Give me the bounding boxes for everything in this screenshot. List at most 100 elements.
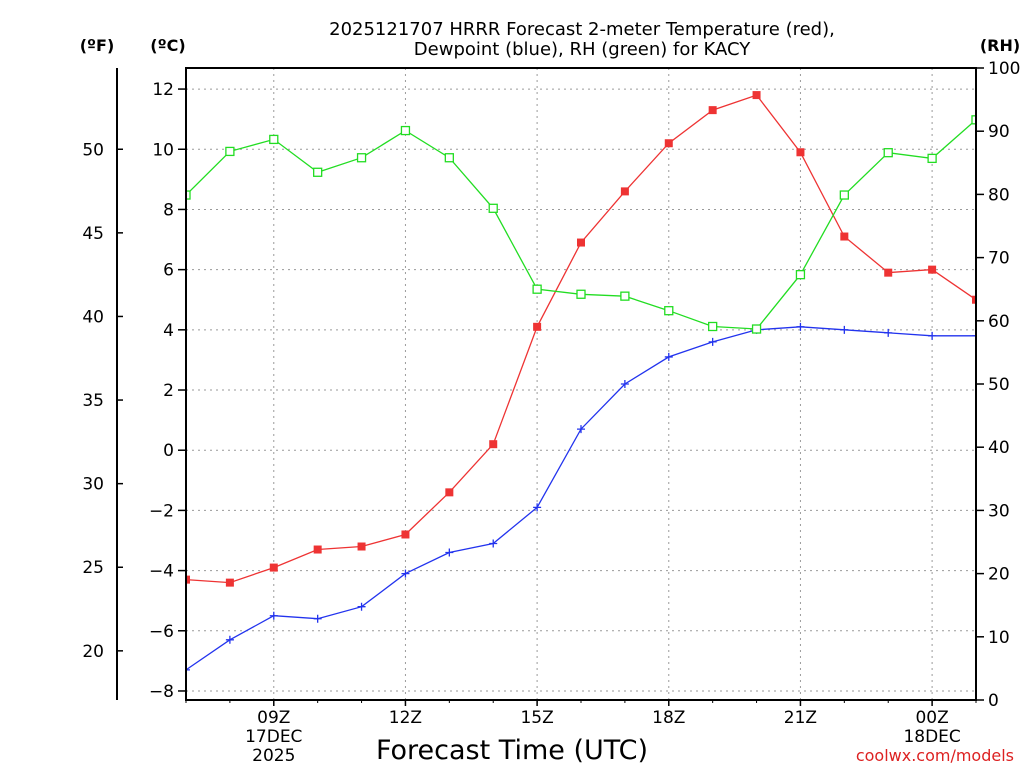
rh-point: [225, 146, 235, 157]
dewpoint-point: [445, 548, 454, 557]
rh-point: [444, 153, 454, 163]
dewpoint-point: [664, 352, 673, 361]
temperature-point: [928, 265, 937, 274]
x-tick-label: 00Z: [915, 708, 948, 728]
rh-point: [186, 190, 191, 200]
dewpoint-point: [972, 331, 976, 340]
x-tick-label: 15Z: [520, 708, 553, 728]
x-tick-year-label: 2025: [252, 746, 295, 766]
dewpoint-series-line: [186, 326, 976, 671]
dewpoint-point: [401, 569, 410, 578]
rh-tick-label: 20: [988, 565, 1010, 585]
dewpoint-point: [840, 325, 849, 334]
dewpoint-point: [884, 328, 893, 337]
celsius-tick-label: 0: [163, 441, 174, 461]
rh-tick-label: 100: [988, 59, 1020, 79]
fahrenheit-tick-label: 45: [82, 224, 104, 244]
rh-point: [313, 167, 323, 177]
rh-point: [576, 289, 586, 299]
temperature-point: [752, 91, 761, 100]
rh-tick-label: 10: [988, 628, 1010, 648]
rh-point: [927, 153, 937, 164]
x-axis-label: Forecast Time (UTC): [376, 735, 648, 766]
celsius-tick-label: 10: [152, 140, 174, 160]
celsius-tick-label: 2: [163, 381, 174, 401]
celsius-tick-label: 6: [163, 261, 174, 281]
dewpoint-point: [313, 614, 322, 623]
chart-title-line-1: 2025121707 HRRR Forecast 2-meter Tempera…: [329, 19, 835, 40]
dewpoint-point: [225, 635, 234, 644]
fahrenheit-tick-label: 25: [82, 558, 104, 578]
rh-point: [795, 270, 806, 280]
temperature-point: [357, 542, 366, 551]
dewpoint-point: [533, 503, 542, 512]
x-tick-date-label: 18DEC: [903, 727, 960, 747]
x-tick-label: 18Z: [652, 708, 685, 728]
dewpoint-point: [577, 425, 585, 434]
dewpoint-point: [489, 539, 498, 548]
rh-tick-label: 80: [988, 185, 1010, 205]
rh-point: [751, 324, 762, 334]
rh-point: [664, 306, 674, 316]
rh-tick-label: 70: [988, 249, 1010, 269]
rh-tick-label: 30: [988, 501, 1010, 521]
temperature-point: [708, 106, 717, 115]
temperature-point: [620, 187, 629, 196]
rh-point: [839, 190, 849, 200]
rh-unit-label: (RH): [980, 36, 1020, 55]
rh-point: [488, 203, 498, 213]
celsius-tick-label: −2: [149, 501, 174, 521]
rh-point: [971, 115, 976, 125]
rh-point: [356, 153, 367, 163]
x-tick-label: 21Z: [784, 708, 817, 728]
fahrenheit-tick-label: 35: [82, 391, 104, 411]
source-credit: coolwx.com/models: [856, 746, 1014, 765]
rh-tick-label: 90: [988, 122, 1010, 142]
temperature-point: [577, 238, 585, 247]
rh-point: [883, 148, 893, 158]
celsius-unit-label: (ºC): [150, 36, 185, 55]
temperature-point: [972, 295, 976, 304]
celsius-tick-label: −8: [149, 682, 174, 702]
x-tick-label: 09Z: [257, 708, 290, 728]
dewpoint-point: [928, 331, 937, 340]
dewpoint-point: [186, 665, 190, 674]
dewpoint-point: [620, 380, 629, 388]
celsius-tick-label: −6: [149, 622, 174, 642]
fahrenheit-tick-label: 20: [82, 642, 104, 662]
dewpoint-point: [269, 611, 278, 620]
temperature-point: [796, 148, 805, 157]
rh-point: [400, 125, 411, 136]
series-group: [186, 91, 976, 674]
celsius-tick-label: 12: [152, 80, 174, 100]
celsius-tick-label: 4: [163, 321, 174, 341]
celsius-tick-label: −4: [149, 562, 174, 582]
rh-point: [269, 134, 279, 145]
rh-tick-label: 40: [988, 438, 1010, 458]
celsius-tick-label: 8: [163, 200, 174, 220]
fahrenheit-tick-label: 40: [82, 307, 104, 327]
dewpoint-point: [708, 337, 717, 346]
rh-tick-label: 50: [988, 375, 1010, 395]
temperature-point: [533, 322, 542, 331]
rh-point: [708, 321, 718, 332]
fahrenheit-tick-label: 30: [82, 475, 104, 495]
temperature-point: [489, 440, 498, 449]
fahrenheit-unit-label: (ºF): [80, 36, 115, 55]
series-layer: [186, 91, 976, 674]
x-tick-label: 12Z: [389, 708, 422, 728]
temperature-series-line: [186, 94, 976, 584]
temperature-point: [664, 139, 673, 148]
dewpoint-point: [796, 322, 805, 331]
dewpoint-point: [357, 602, 366, 611]
temperature-point: [225, 578, 234, 587]
rh-point: [532, 284, 542, 294]
temperature-point: [840, 232, 849, 241]
x-tick-date-label: 17DEC: [245, 727, 302, 747]
chart-title-line-2: Dewpoint (blue), RH (green) for KACY: [414, 39, 751, 60]
temperature-point: [445, 488, 454, 497]
temperature-point: [401, 530, 410, 539]
temperature-point: [186, 575, 190, 584]
